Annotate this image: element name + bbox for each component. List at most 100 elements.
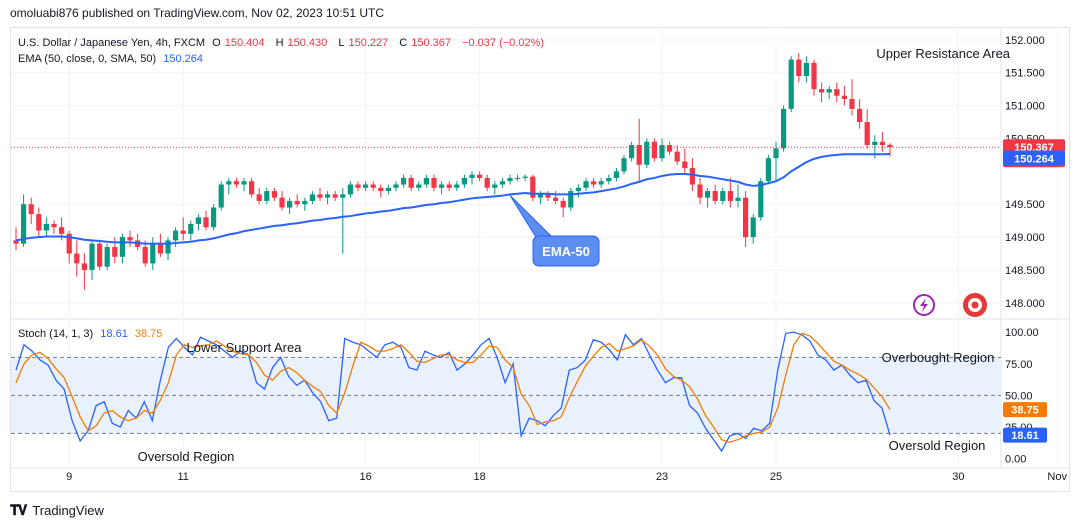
candle — [119, 233, 125, 264]
candle — [803, 56, 809, 83]
candle — [788, 56, 794, 113]
publish-caption: omoluabi876 published on TradingView.com… — [10, 6, 385, 20]
candle-body — [226, 181, 232, 185]
candle — [636, 118, 642, 182]
value-labels: Upper Resistance AreaEMA-50150.36702:08:… — [138, 46, 1065, 464]
candle — [317, 187, 323, 201]
candle-body — [537, 194, 543, 198]
candle-body — [477, 174, 483, 178]
candle-body — [499, 181, 505, 185]
candle — [203, 210, 209, 231]
candle-body — [591, 181, 597, 185]
usd-jpy-flags-icon — [963, 293, 987, 317]
candle — [241, 177, 247, 192]
candle — [651, 138, 657, 162]
candle — [249, 177, 255, 198]
candle-body — [97, 243, 103, 267]
candle-body — [74, 253, 80, 264]
candle — [575, 184, 581, 198]
candle-body — [51, 223, 57, 228]
candle — [841, 85, 847, 106]
candle — [157, 233, 163, 257]
price-tick-label: 149.000 — [1005, 232, 1045, 244]
candle — [621, 154, 627, 175]
candle-body — [423, 177, 429, 185]
candle-body — [21, 204, 27, 244]
candle — [591, 177, 597, 188]
candle — [477, 171, 483, 182]
candle — [264, 187, 270, 205]
stoch-tick-label: 50.00 — [1005, 390, 1033, 402]
candle-body — [568, 191, 574, 208]
candle — [271, 187, 277, 201]
candle-body — [651, 141, 657, 159]
candle-body — [689, 168, 695, 185]
candle — [302, 197, 308, 211]
candle — [659, 138, 665, 162]
candle — [720, 187, 726, 205]
open-value: 150.404 — [224, 37, 265, 49]
candle-body — [112, 246, 118, 257]
candle-body — [636, 145, 642, 165]
stoch-k-value-label-box — [1003, 427, 1047, 443]
ema-price-label-box — [1003, 150, 1065, 166]
stoch-legend: Stoch (14, 1, 3) 18.61 38.75 — [18, 328, 166, 340]
brand-name: TradingView — [32, 503, 104, 518]
ema-legend: EMA (50, close, 0, SMA, 50) 150.264 — [18, 53, 207, 65]
candle-body — [431, 177, 437, 188]
candle-body — [667, 145, 673, 152]
candle-body — [781, 108, 787, 149]
candle — [89, 240, 95, 280]
candle-body — [408, 177, 414, 188]
candle — [408, 174, 414, 192]
candle-body — [621, 158, 627, 172]
stoch-d-value-label: 38.75 — [1003, 402, 1047, 418]
candle-body — [507, 177, 513, 182]
price-tick-label: 152.000 — [1005, 35, 1045, 47]
candle — [28, 197, 34, 224]
time-tick-label: 18 — [473, 471, 485, 483]
candle-body — [104, 246, 110, 267]
candle-body — [370, 184, 376, 188]
candle-body — [401, 177, 407, 185]
candle-body — [629, 145, 635, 159]
stoch-k-legend-value: 18.61 — [100, 328, 128, 340]
candle — [36, 207, 42, 238]
flash-icon-ring — [913, 294, 935, 316]
candle-body — [743, 197, 749, 238]
candle-body — [773, 148, 779, 159]
candle-body — [469, 174, 475, 178]
candle — [127, 230, 133, 247]
candle — [507, 174, 513, 185]
candle-body — [575, 187, 581, 192]
footer-brand[interactable]: 𝐓𝐕 TradingView — [10, 502, 104, 519]
candle — [13, 227, 19, 251]
candle — [484, 174, 490, 192]
candle — [773, 141, 779, 182]
candle-body — [887, 144, 893, 148]
candle — [431, 174, 437, 192]
candle-body — [28, 204, 34, 215]
candle-body — [796, 59, 802, 77]
candle-body — [712, 191, 718, 201]
candle-body — [674, 151, 680, 162]
candle-body — [271, 191, 277, 198]
candle — [401, 174, 407, 188]
candle-body — [385, 187, 391, 192]
overbought-annotation: Overbought Region — [882, 350, 995, 365]
candle — [416, 181, 422, 192]
candle-body — [765, 158, 771, 182]
candle-body — [735, 197, 741, 201]
high-value: 150.430 — [287, 37, 328, 49]
time-tick-label: 16 — [359, 471, 371, 483]
chart-canvas[interactable]: 152.000151.500151.000150.500149.500149.0… — [11, 28, 1069, 491]
candle-body — [515, 177, 521, 179]
candle — [644, 138, 650, 169]
time-tick-label: Nov — [1047, 471, 1067, 483]
ema50-callout-pointer — [509, 195, 554, 243]
time-tick-label: 23 — [656, 471, 668, 483]
axes: 152.000151.500151.000150.500149.500149.0… — [66, 35, 1067, 483]
stoch-k-value-label-text: 18.61 — [1011, 430, 1039, 442]
candle — [309, 191, 315, 205]
candle-body — [302, 200, 308, 205]
